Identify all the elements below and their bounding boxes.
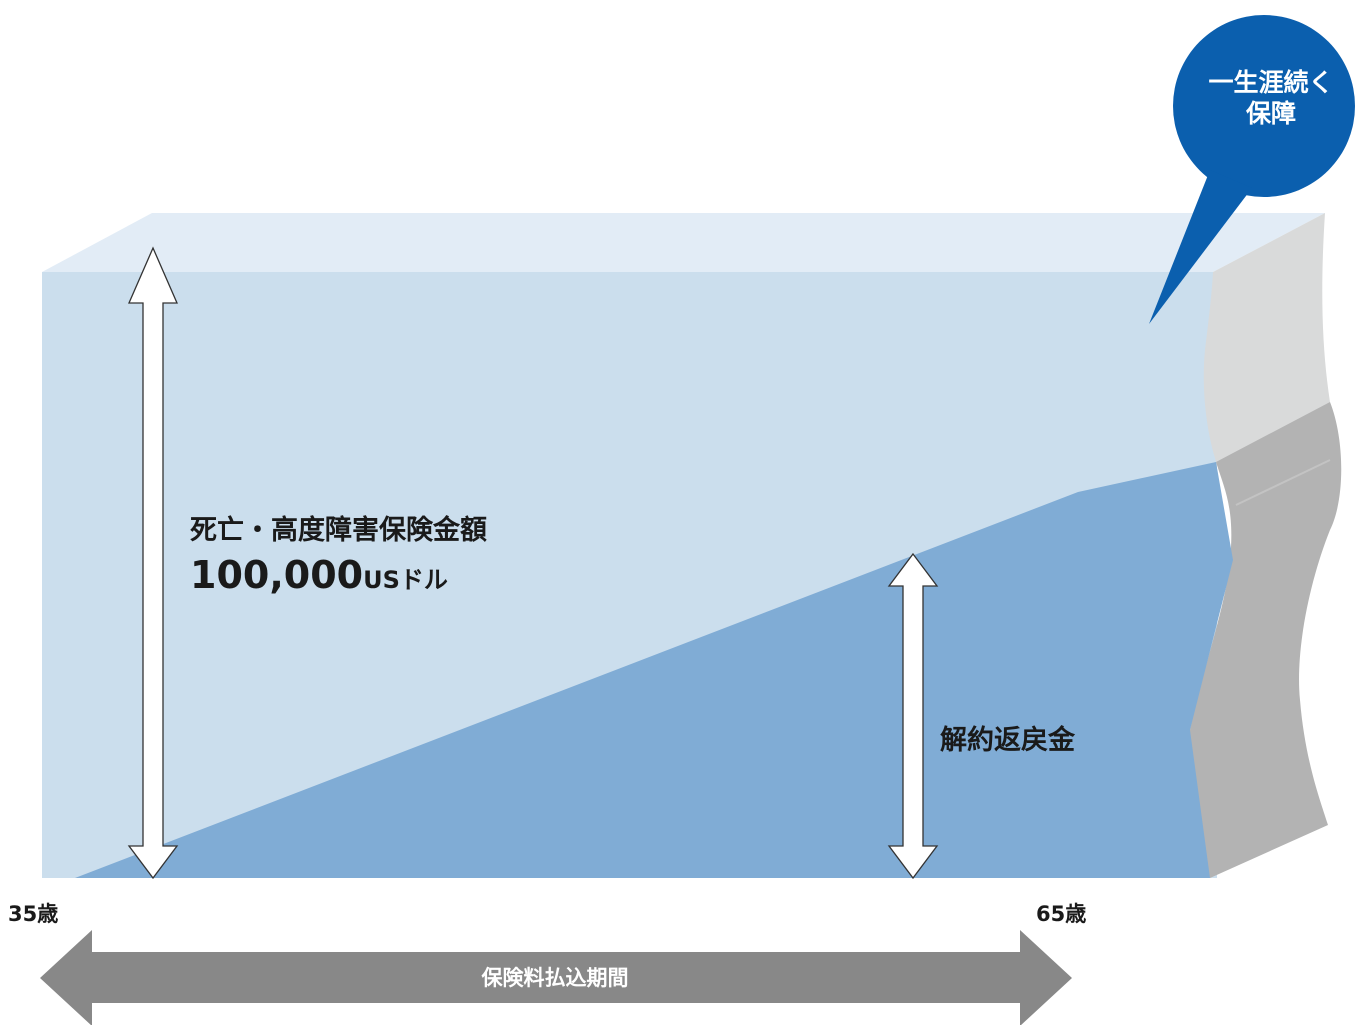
surrender-value-arrow-icon [887, 552, 939, 880]
lifetime-edge-lower [1187, 402, 1342, 878]
age-end-label: 65歳 [1036, 902, 1087, 926]
bubble-line-2: 保障 [1245, 99, 1296, 128]
coverage-block-top [42, 213, 1325, 272]
age-start-label: 35歳 [8, 902, 59, 926]
premium-period-arrow-icon [40, 930, 1072, 1025]
lifetime-bubble-icon [1173, 15, 1355, 197]
death-benefit-amount: 100,000USドル [190, 553, 448, 597]
lifetime-bubble-tail [1149, 170, 1252, 324]
death-benefit-number: 100,000 [190, 553, 364, 597]
death-benefit-arrow-icon [127, 246, 179, 880]
lifetime-coverage-bubble-text: 一生涯続く 保障 [1172, 67, 1359, 129]
surrender-value-area [75, 462, 1233, 878]
edge-fold-line [1235, 459, 1331, 506]
death-benefit-title: 死亡・高度障害保険金額 [190, 515, 487, 546]
surrender-value-label: 解約返戻金 [940, 725, 1075, 756]
death-benefit-unit: USドル [363, 566, 448, 594]
bubble-line-1: 一生涯続く [1208, 68, 1334, 97]
premium-period-label: 保険料払込期間 [481, 966, 629, 990]
